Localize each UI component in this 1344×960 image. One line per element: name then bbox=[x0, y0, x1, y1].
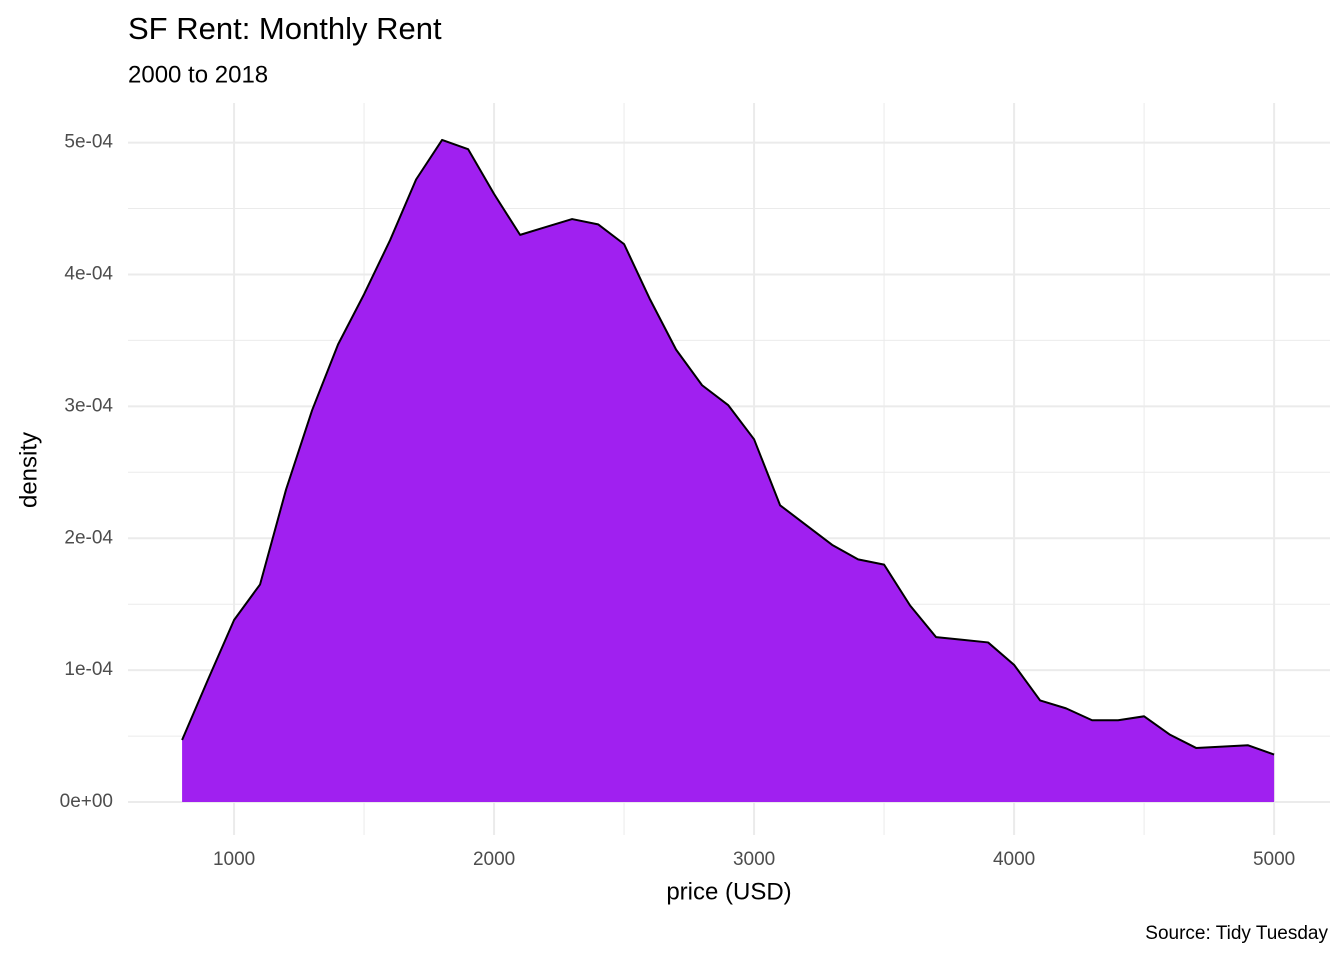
marks bbox=[181, 138, 1275, 803]
caption: Source: Tidy Tuesday bbox=[1145, 923, 1328, 944]
chart-title: SF Rent: Monthly Rent bbox=[128, 11, 442, 46]
x-axis-title: price (USD) bbox=[666, 878, 791, 905]
y-tick-label: 4e-04 bbox=[64, 263, 113, 284]
y-tick-label: 5e-04 bbox=[64, 132, 113, 153]
y-tick-label: 0e+00 bbox=[60, 791, 113, 812]
y-tick-label: 2e-04 bbox=[64, 527, 113, 548]
y-axis-title: density bbox=[15, 432, 42, 508]
x-tick-label: 1000 bbox=[213, 849, 255, 870]
density-area bbox=[182, 139, 1275, 803]
x-tick-label: 5000 bbox=[1253, 849, 1295, 870]
y-tick-label: 3e-04 bbox=[64, 395, 113, 416]
density-line bbox=[181, 138, 1275, 756]
chart-subtitle: 2000 to 2018 bbox=[128, 61, 268, 88]
x-tick-label: 4000 bbox=[993, 849, 1035, 870]
y-tick-label: 1e-04 bbox=[64, 659, 113, 680]
x-tick-label: 2000 bbox=[473, 849, 515, 870]
x-tick-label: 3000 bbox=[733, 849, 775, 870]
